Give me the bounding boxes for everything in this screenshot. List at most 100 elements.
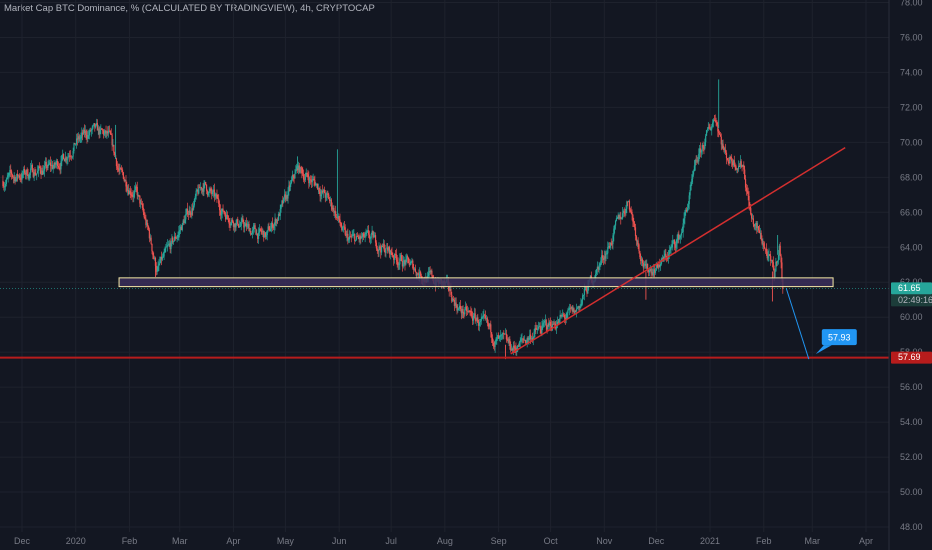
- candle-body: [465, 306, 467, 310]
- candle-body: [353, 234, 355, 235]
- candle-body: [571, 306, 573, 312]
- candle-body: [342, 226, 345, 228]
- candle-body: [414, 268, 417, 272]
- candle-body: [478, 322, 481, 326]
- candle-body: [205, 181, 207, 185]
- candle-body: [192, 205, 195, 210]
- candle-body: [587, 285, 589, 294]
- candle-body: [462, 308, 464, 313]
- candle-body: [6, 176, 8, 180]
- candle-body: [126, 186, 128, 191]
- candle-body: [314, 180, 316, 186]
- candle-body: [744, 178, 747, 188]
- candle-body: [415, 271, 417, 276]
- candle-body: [402, 261, 404, 267]
- candle-body: [687, 204, 689, 208]
- candle-body: [98, 128, 100, 135]
- candle-body: [559, 314, 561, 319]
- candle-body: [33, 172, 35, 177]
- candle-body: [752, 218, 754, 225]
- candle-body: [257, 232, 260, 239]
- candle-body: [310, 179, 313, 183]
- candle-body: [763, 243, 765, 247]
- candle-body: [674, 244, 676, 248]
- candle-body: [457, 308, 459, 311]
- candle-body: [573, 308, 575, 314]
- candle-body: [119, 168, 121, 171]
- candle-body: [764, 246, 766, 249]
- candle-body: [547, 323, 549, 330]
- candle-body: [303, 179, 306, 181]
- candle-body: [303, 174, 305, 180]
- candle-body: [510, 348, 513, 351]
- candle-body: [557, 321, 559, 323]
- candle-body: [182, 220, 184, 224]
- candle-body: [600, 260, 602, 264]
- candle-body: [62, 154, 64, 156]
- candle-body: [118, 169, 120, 171]
- candle-body: [160, 256, 162, 263]
- candle-body: [518, 342, 520, 347]
- y-tick-label: 70.00: [900, 137, 923, 147]
- candle-body: [193, 199, 196, 206]
- candle-body: [616, 218, 618, 219]
- price-axis[interactable]: 48.0050.0052.0054.0056.0058.0060.0062.00…: [900, 0, 923, 532]
- candle-body: [125, 180, 127, 187]
- candle-body: [733, 160, 735, 165]
- candle-body: [47, 163, 49, 168]
- candle-body: [751, 218, 754, 220]
- candle-body: [113, 144, 115, 153]
- candle-body: [523, 340, 526, 341]
- time-axis[interactable]: Dec 2020 Feb Mar Apr May Jun Jul Aug Sep Oct Nov Dec…: [14, 536, 873, 546]
- candle-body: [368, 234, 371, 239]
- candle-body: [772, 262, 774, 269]
- candle-body: [614, 220, 617, 226]
- candle-body: [127, 190, 129, 191]
- candle-body: [566, 313, 568, 319]
- support-zone-box: [118, 277, 834, 288]
- candle-body: [204, 181, 206, 185]
- candle-body: [738, 165, 740, 169]
- candle-body: [513, 345, 515, 348]
- candle-body: [173, 236, 176, 242]
- candle-body: [750, 208, 752, 215]
- y-tick-label: 78.00: [900, 0, 923, 8]
- candle-body: [100, 128, 102, 130]
- candle-body: [124, 180, 126, 182]
- candle-body: [470, 311, 472, 312]
- candle-body: [639, 251, 641, 257]
- candle-body: [150, 237, 152, 244]
- candle-body: [134, 186, 137, 191]
- candle-body: [556, 321, 559, 326]
- candle-body: [702, 145, 704, 148]
- candle-body: [71, 156, 73, 158]
- candle-body: [634, 223, 636, 228]
- candle-body: [169, 243, 171, 250]
- candle-body: [754, 224, 756, 227]
- candle-body: [116, 166, 118, 168]
- candle-body: [659, 264, 661, 267]
- candle-body: [680, 232, 683, 236]
- candle-body: [82, 132, 84, 135]
- projection-line: [785, 288, 810, 360]
- candle-body: [316, 183, 318, 186]
- candle-body: [604, 256, 606, 259]
- candle-body: [280, 204, 282, 210]
- candle-body: [458, 308, 460, 310]
- candle-body: [526, 338, 528, 343]
- x-tick-label: Mar: [805, 536, 821, 546]
- candle-body: [213, 189, 215, 196]
- candle-body: [74, 143, 76, 145]
- candle-body: [694, 160, 696, 166]
- candle-body: [188, 210, 190, 215]
- candle-body: [497, 335, 499, 338]
- candle-body: [523, 339, 525, 341]
- candle-body: [500, 335, 502, 336]
- countdown-tag-bg: [891, 294, 932, 307]
- candle-body: [701, 145, 703, 150]
- candle-body: [465, 306, 468, 311]
- candle-body: [127, 190, 130, 195]
- candle-body: [36, 173, 38, 175]
- candle-body: [41, 170, 43, 175]
